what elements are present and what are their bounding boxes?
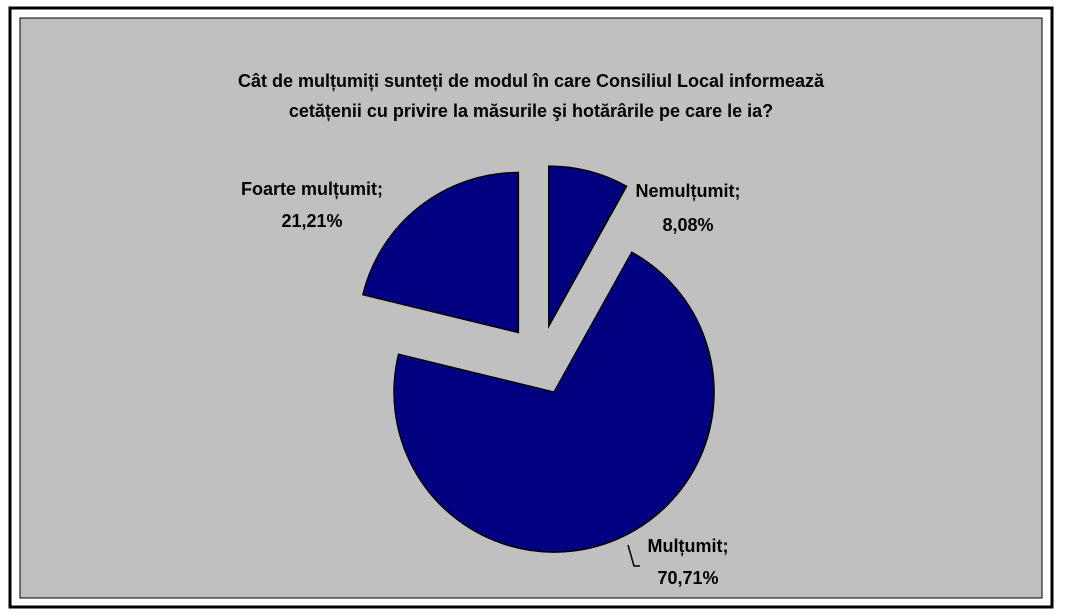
slice-value-label: 70,71% xyxy=(657,568,718,588)
chart-title: Cât de mulțumiți sunteți de modul în car… xyxy=(238,71,825,91)
slice-value-label: 8,08% xyxy=(662,215,713,235)
chart-title: cetățenii cu privire la măsurile şi hotă… xyxy=(289,101,773,121)
slice-label: Nemulțumit; xyxy=(636,181,741,201)
slice-value-label: 21,21% xyxy=(281,211,342,231)
pie-slice xyxy=(548,165,628,330)
pie-slice xyxy=(361,171,520,334)
slice-label: Foarte mulțumit; xyxy=(241,179,383,199)
slice-label: Mulțumit; xyxy=(648,536,729,556)
pie-slice xyxy=(393,251,715,553)
leader-line xyxy=(627,544,640,567)
